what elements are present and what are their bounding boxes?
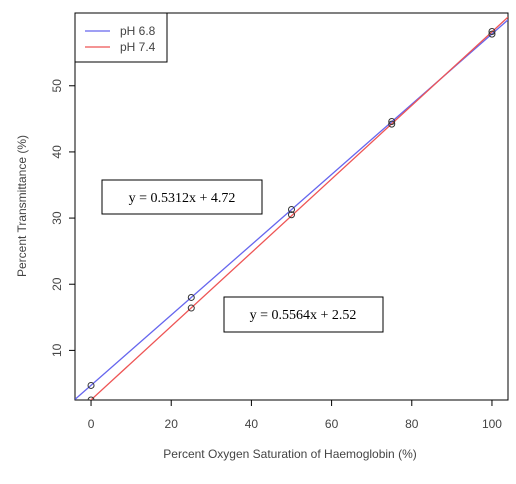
x-tick-label: 60: [325, 417, 339, 431]
data-point-series-0-2: [288, 205, 295, 213]
legend-label-ph74: pH 7.4: [120, 40, 156, 54]
y-tick-label: 20: [50, 277, 64, 291]
data-point-series-0-0: [87, 381, 95, 389]
y-tick-label: 10: [50, 343, 64, 357]
fit-line-series-1: [89, 16, 508, 400]
equation-label-ph68: y = 0.5312x + 4.72: [129, 191, 236, 206]
equation-label-ph74: y = 0.5564x + 2.52: [250, 308, 357, 323]
equation-box-ph74: y = 0.5564x + 2.52: [223, 296, 384, 333]
plot-frame: [74, 12, 509, 401]
x-axis-label: Percent Oxygen Saturation of Haemoglobin…: [163, 447, 416, 461]
data-point-series-1-3: [388, 120, 396, 128]
y-tick-label: 50: [50, 79, 64, 93]
x-tick-label: 40: [245, 417, 259, 431]
y-axis-label: Percent Transmittance (%): [15, 135, 29, 277]
y-tick-label: 40: [50, 145, 64, 159]
legend: pH 6.8 pH 7.4: [74, 12, 168, 63]
x-tick-label: 0: [88, 417, 95, 431]
data-point-series-1-4: [488, 28, 496, 36]
x-tick-label: 20: [165, 417, 179, 431]
x-tick-label: 80: [405, 417, 419, 431]
data-point-series-0-3: [388, 117, 396, 125]
x-tick-label: 100: [482, 417, 502, 431]
data-point-series-1-0: [87, 396, 95, 400]
legend-label-ph68: pH 6.8: [120, 24, 156, 38]
data-point-series-1-1: [187, 304, 195, 312]
data-point-series-0-4: [488, 30, 496, 38]
data-point-series-1-2: [288, 211, 295, 219]
y-axis: 10 20 30 40 50: [50, 79, 75, 357]
legend-box: [74, 12, 168, 63]
equation-box-ph68: y = 0.5312x + 4.72: [101, 179, 263, 215]
x-axis: 0 20 40 60 80 100: [88, 400, 502, 431]
y-tick-label: 30: [50, 211, 64, 225]
data-point-series-0-1: [187, 293, 195, 301]
